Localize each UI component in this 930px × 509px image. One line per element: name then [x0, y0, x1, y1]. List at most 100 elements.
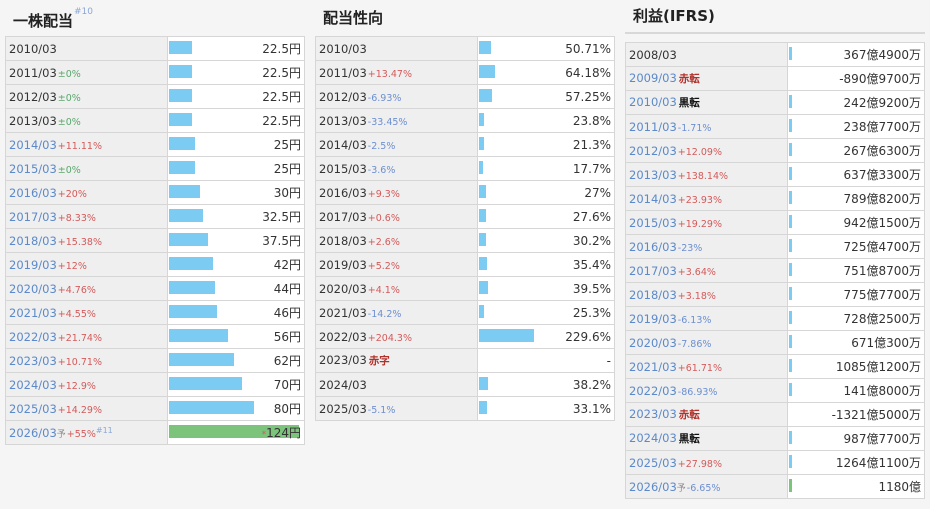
value-cell: 32.5円 [167, 204, 305, 229]
table-row: 2016/03-23% 725億4700万 [625, 234, 925, 259]
year-link[interactable]: 2023/03 [9, 353, 57, 368]
change-percent: +21.74% [57, 332, 102, 344]
change-percent: -2.5% [367, 140, 396, 152]
year-link[interactable]: 2021/03 [629, 359, 677, 374]
row-label: 2016/03+9.3% [315, 180, 478, 205]
change-percent: +3.18% [677, 290, 716, 302]
table-row: 2020/03+4.76% 44円 [5, 276, 305, 301]
year-link[interactable]: 2018/03 [629, 287, 677, 302]
row-label: 2024/03 [315, 372, 478, 397]
year-link: 2015/03 [319, 161, 367, 176]
table-row: 2015/03-3.6% 17.7% [315, 156, 615, 181]
status-tag: 赤転 [678, 73, 700, 85]
row-label: 2022/03+204.3% [315, 324, 478, 349]
year-link[interactable]: 2021/03 [9, 305, 57, 320]
value-cell: 42円 [167, 252, 305, 277]
change-percent: +23.93% [677, 194, 722, 206]
table-row: 2024/03 黒転 987億7700万 [625, 426, 925, 451]
year-link[interactable]: 2023/03 [629, 407, 677, 421]
forecast-mark: 予 [676, 483, 686, 494]
table-row: 2013/03±0% 22.5円 [5, 108, 305, 133]
row-label: 2011/03-1.71% [625, 114, 788, 139]
year-link[interactable]: 2025/03 [9, 401, 57, 416]
year-link[interactable]: 2016/03 [629, 239, 677, 254]
year-link[interactable]: 2015/03 [629, 215, 677, 230]
table-row: 2012/03±0% 22.5円 [5, 84, 305, 109]
year-link[interactable]: 2018/03 [9, 233, 57, 248]
value-cell: 35.4% [477, 252, 615, 277]
year-link[interactable]: 2019/03 [9, 257, 57, 272]
table-row: 2020/03-7.86% 671億300万 [625, 330, 925, 355]
year-link[interactable]: 2010/03 [629, 95, 677, 109]
status-tag: 黒転 [678, 97, 700, 109]
year-link[interactable]: 2017/03 [629, 263, 677, 278]
value-text: 124円 [266, 426, 301, 440]
year-link[interactable]: 2019/03 [629, 311, 677, 326]
row-label: 2017/03+0.6% [315, 204, 478, 229]
year-link[interactable]: 2012/03 [629, 143, 677, 158]
change-percent: -33.45% [367, 116, 408, 128]
year-link: 2025/03 [319, 401, 367, 416]
value-bar [479, 233, 486, 246]
row-label: 2022/03-86.93% [625, 378, 788, 403]
value-cell: 22.5円 [167, 84, 305, 109]
year-link[interactable]: 2016/03 [9, 185, 57, 200]
year-link: 2013/03 [319, 113, 367, 128]
year-link[interactable]: 2026/03 [629, 479, 677, 494]
year-link[interactable]: 2026/03 [9, 425, 57, 440]
value-cell: 25円 [167, 132, 305, 157]
dividend-per-share-panel: 一株配当#10 2010/03 22.5円 2011/03±0% 22.5円 2012/… [5, 0, 305, 445]
value-cell: 70円 [167, 372, 305, 397]
value-bar [169, 401, 254, 414]
year-link[interactable]: 2009/03 [629, 71, 677, 85]
year-link[interactable]: 2020/03 [9, 281, 57, 296]
value-text: -1321億5000万 [831, 408, 921, 422]
value-cell: 1085億1200万 [787, 354, 925, 379]
value-cell: 33.1% [477, 396, 615, 421]
year-link[interactable]: 2014/03 [629, 191, 677, 206]
year-link[interactable]: 2013/03 [629, 167, 677, 182]
value-text: 229.6% [565, 329, 611, 344]
value-cell: 44円 [167, 276, 305, 301]
year-link[interactable]: 2014/03 [9, 137, 57, 152]
status-tag: 赤字 [368, 355, 390, 367]
value-text: 44円 [273, 282, 301, 296]
change-percent: +13.47% [367, 68, 412, 80]
value-text: 30.2% [572, 233, 611, 248]
year-link[interactable]: 2015/03 [9, 161, 57, 176]
value-text: 39.5% [572, 281, 611, 296]
table-row: 2011/03±0% 22.5円 [5, 60, 305, 85]
change-percent: +5.2% [367, 260, 400, 272]
row-label: 2012/03±0% [5, 84, 168, 109]
value-text: 367億4900万 [843, 48, 921, 62]
table-row: 2026/03予+55%#11 *124円 [5, 420, 305, 445]
change-percent: -5.1% [367, 404, 396, 416]
table-row: 2014/03-2.5% 21.3% [315, 132, 615, 157]
value-text: 22.5円 [262, 90, 301, 104]
year-link: 2020/03 [319, 281, 367, 296]
value-cell: 725億4700万 [787, 234, 925, 259]
value-bar [169, 353, 234, 366]
row-label: 2009/03 赤転 [625, 66, 788, 91]
panel-title: 配当性向 [315, 0, 615, 36]
year-link[interactable]: 2024/03 [629, 431, 677, 445]
row-label: 2018/03+15.38% [5, 228, 168, 253]
table-row: 2015/03±0% 25円 [5, 156, 305, 181]
row-label: 2012/03+12.09% [625, 138, 788, 163]
table-row: 2023/03+10.71% 62円 [5, 348, 305, 373]
year-link[interactable]: 2024/03 [9, 377, 57, 392]
year-link[interactable]: 2020/03 [629, 335, 677, 350]
row-label: 2023/03 赤字 [315, 348, 478, 373]
footnote-link[interactable]: #11 [95, 425, 113, 435]
row-label: 2023/03 赤転 [625, 402, 788, 427]
row-label: 2017/03+3.64% [625, 258, 788, 283]
year-link[interactable]: 2011/03 [629, 119, 677, 134]
title-footnote[interactable]: #10 [74, 7, 94, 17]
value-bar [789, 119, 792, 132]
value-bar [479, 401, 487, 414]
year-link[interactable]: 2025/03 [629, 455, 677, 470]
year-link[interactable]: 2022/03 [9, 329, 57, 344]
year-link[interactable]: 2022/03 [629, 383, 677, 398]
dividend-table: 2010/03 22.5円 2011/03±0% 22.5円 2012/03±0% 22.… [5, 36, 305, 445]
year-link[interactable]: 2017/03 [9, 209, 57, 224]
